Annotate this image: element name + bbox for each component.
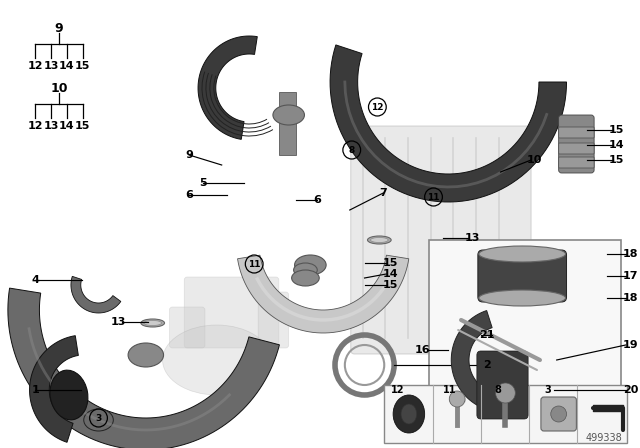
Text: 18: 18	[623, 249, 638, 259]
Text: 13: 13	[44, 61, 59, 71]
Polygon shape	[29, 336, 78, 442]
FancyBboxPatch shape	[351, 126, 531, 354]
Text: 21: 21	[479, 330, 495, 340]
Ellipse shape	[144, 320, 161, 326]
Text: 13: 13	[44, 121, 59, 131]
FancyBboxPatch shape	[559, 115, 594, 173]
Text: 499338: 499338	[586, 433, 623, 443]
FancyBboxPatch shape	[258, 292, 289, 348]
Circle shape	[449, 391, 465, 407]
Text: 8: 8	[349, 146, 355, 155]
Polygon shape	[237, 255, 409, 333]
Text: 15: 15	[75, 61, 90, 71]
Text: 4: 4	[31, 275, 40, 285]
Text: 20: 20	[623, 385, 638, 395]
Text: 15: 15	[382, 280, 397, 290]
Ellipse shape	[479, 246, 566, 262]
Polygon shape	[71, 276, 121, 313]
Circle shape	[551, 406, 566, 422]
Polygon shape	[330, 45, 566, 202]
Text: 2: 2	[483, 360, 490, 370]
FancyBboxPatch shape	[559, 127, 594, 138]
Text: 9: 9	[55, 22, 63, 34]
Ellipse shape	[141, 319, 164, 327]
FancyBboxPatch shape	[170, 307, 205, 348]
Ellipse shape	[294, 263, 317, 277]
Text: 3: 3	[95, 414, 102, 422]
Ellipse shape	[367, 236, 391, 244]
Ellipse shape	[163, 325, 271, 395]
FancyBboxPatch shape	[541, 397, 577, 431]
Text: 13: 13	[111, 317, 126, 327]
Text: 10: 10	[527, 155, 543, 165]
FancyBboxPatch shape	[478, 250, 566, 302]
Text: 5: 5	[199, 178, 207, 188]
FancyBboxPatch shape	[477, 351, 528, 419]
Ellipse shape	[128, 343, 164, 367]
FancyBboxPatch shape	[184, 277, 279, 348]
Ellipse shape	[393, 395, 425, 433]
Text: 6: 6	[314, 195, 321, 205]
Ellipse shape	[292, 270, 319, 286]
Text: 19: 19	[623, 340, 638, 350]
Polygon shape	[8, 288, 280, 448]
Ellipse shape	[401, 404, 417, 424]
Text: 12: 12	[391, 385, 405, 395]
Text: 14: 14	[59, 121, 75, 131]
Circle shape	[495, 383, 515, 403]
FancyBboxPatch shape	[559, 157, 594, 168]
Text: 12: 12	[371, 103, 383, 112]
Text: 12: 12	[28, 121, 44, 131]
Text: 6: 6	[185, 190, 193, 200]
Polygon shape	[198, 36, 257, 139]
Ellipse shape	[294, 255, 326, 275]
Text: 14: 14	[609, 140, 625, 150]
Ellipse shape	[479, 290, 566, 306]
Text: 12: 12	[28, 61, 44, 71]
Ellipse shape	[273, 105, 305, 125]
FancyBboxPatch shape	[559, 143, 594, 154]
Text: 16: 16	[415, 345, 431, 355]
Text: 8: 8	[494, 385, 501, 395]
Text: 1: 1	[31, 385, 40, 395]
Text: 14: 14	[59, 61, 75, 71]
Text: 13: 13	[465, 233, 481, 243]
Ellipse shape	[371, 237, 388, 242]
Text: 15: 15	[75, 121, 90, 131]
Text: 7: 7	[380, 188, 387, 198]
Text: 15: 15	[609, 125, 624, 135]
Text: 11: 11	[428, 193, 440, 202]
Text: 11: 11	[248, 259, 260, 268]
Ellipse shape	[84, 409, 113, 431]
Polygon shape	[451, 310, 518, 412]
Text: 15: 15	[382, 258, 397, 268]
Bar	[384, 385, 627, 443]
Text: 18: 18	[623, 293, 638, 303]
Text: 3: 3	[545, 385, 551, 395]
Polygon shape	[279, 92, 296, 155]
Text: 9: 9	[185, 150, 193, 160]
Text: 10: 10	[51, 82, 68, 95]
Text: 17: 17	[623, 271, 638, 281]
Text: 14: 14	[382, 269, 398, 279]
Text: 15: 15	[609, 155, 624, 165]
Bar	[429, 240, 621, 440]
Text: 11: 11	[442, 385, 456, 395]
Ellipse shape	[50, 370, 88, 420]
